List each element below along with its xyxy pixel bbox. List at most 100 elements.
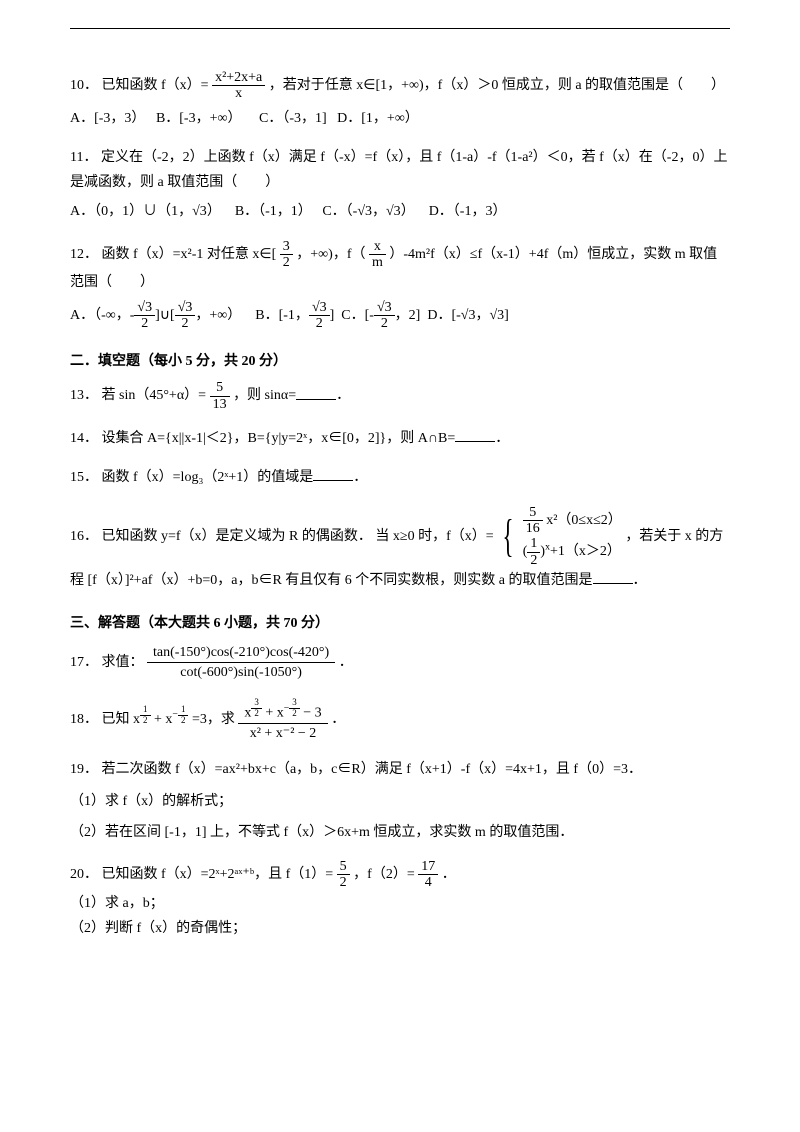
q14-blank [455, 428, 495, 442]
q10-frac-num: x²+2x+a [212, 70, 265, 86]
q15-number: 15． [70, 470, 98, 485]
q11-optC-mid: ， [372, 204, 386, 219]
q11-optC-s1: √3 [357, 204, 372, 219]
q13-tail: ． [336, 389, 350, 404]
q18-number: 18． [70, 712, 98, 727]
q11-number: 11． [70, 150, 97, 165]
q18-post: ． [331, 712, 345, 727]
q20-f2d: 4 [418, 875, 438, 890]
question-18: 18． 已知 x12 + x−12 =3，求 x32 + x−32 − 3 x²… [70, 696, 730, 743]
q20-f2n: 17 [418, 859, 438, 875]
q16-blank [593, 570, 633, 584]
q12-optC-pre: C．[- [341, 308, 374, 323]
q15-blank [313, 467, 353, 481]
q18-bn-tail: − 3 [300, 706, 322, 721]
q12-mid1: ，+∞)，f（ [296, 247, 365, 262]
q12-optA-f2n: √3 [175, 300, 196, 316]
q12-optA-pre: A．（-∞，- [70, 308, 134, 323]
q18-bignum: x32 + x−32 − 3 [238, 696, 327, 724]
question-16: 16． 已知函数 y=f（x）是定义域为 R 的偶函数． 当 x≥0 时，f（x… [70, 505, 730, 594]
q20-f2: 174 [418, 859, 438, 891]
q18-bn-re: 32 [289, 698, 300, 719]
q16-p2-fn: 1 [527, 536, 540, 552]
q12-optA-f2: √32 [175, 300, 196, 332]
q11-optD: D．（-1，3） [429, 204, 507, 219]
q12-optA-f1: √32 [134, 300, 155, 332]
q11-optC-s2: √3 [386, 204, 401, 219]
q12-optA-mid: ]∪[ [155, 308, 175, 323]
question-19: 19． 若二次函数 f（x）=ax²+bx+c（a，b，c∈R）满足 f（x+1… [70, 757, 730, 845]
q12-optB-fn: √3 [309, 300, 330, 316]
q18-bn-led: 2 [251, 709, 262, 719]
section-3-heading: 三、解答题（本大题共 6 小题，共 70 分） [70, 611, 730, 636]
q16-brace: { [503, 513, 514, 559]
q19-part2: （2）若在区间 [-1，1] 上，不等式 f（x）＞6x+m 恒成立，求实数 m… [70, 820, 730, 845]
q12-optA-post: ，+∞） [195, 308, 241, 323]
q18-t2ed: 2 [178, 716, 189, 726]
q18-bn-red: 2 [289, 709, 300, 719]
q12-optD-post: ] [504, 308, 509, 323]
q20-f1n: 5 [337, 859, 350, 875]
q13-post: ，则 sinα= [233, 389, 296, 404]
q12-options: A．（-∞，-√32]∪[√32，+∞） B．[-1，√32] C．[-√32，… [70, 300, 730, 332]
q13-number: 13． [70, 389, 98, 404]
q20-number: 20． [70, 867, 98, 882]
q12-optD-mid: ， [475, 308, 489, 323]
q16-p2-fd: 2 [527, 553, 540, 568]
q11-options: A．（0，1）∪（1，√3） B．（-1，1） C．（-√3，√3） D．（-1… [70, 199, 730, 224]
q17-post: ． [339, 655, 353, 670]
q12-optC-f: √32 [374, 300, 395, 332]
q16-number: 16． [70, 529, 98, 544]
q20-part1: （1）求 a，b； [70, 891, 730, 916]
q10-post: ，若对于任意 x∈[1，+∞)，f（x）＞0 恒成立，则 a 的取值范围是（ ） [269, 78, 725, 93]
q16-piece2: (12)x+1（x＞2） [523, 536, 622, 568]
q11-optA-pre: A．（0，1）∪（1， [70, 204, 192, 219]
q17-numr: tan(-150°)cos(-210°)cos(-420°) [147, 643, 335, 663]
q18-pre: 已知 [102, 712, 134, 727]
q16-p1-post: x²（0≤x≤2） [543, 513, 622, 528]
q13-fn: 5 [210, 380, 230, 396]
q10-optD: D．[1，+∞） [337, 111, 419, 126]
q16-piece1: 516 x²（0≤x≤2） [523, 505, 622, 537]
q10-options: A．[-3，3） B．[-3，+∞） C．（-3，1] D．[1，+∞） [70, 106, 730, 131]
q15-tail: ． [353, 470, 367, 485]
q13-pre: 若 sin（45°+α）= [102, 389, 207, 404]
q20-part2: （2）判断 f（x）的奇偶性； [70, 916, 730, 941]
q12-frac2: x m [369, 239, 386, 271]
q18-bigden: x² + x⁻² − 2 [238, 724, 327, 743]
q17-pre: 求值： [102, 655, 144, 670]
q16-p1-frac: 516 [523, 505, 543, 537]
question-10: 10． 已知函数 f（x）= x²+2x+a x ，若对于任意 x∈[1，+∞)… [70, 70, 730, 131]
q18-bigfrac: x32 + x−32 − 3 x² + x⁻² − 2 [238, 696, 327, 743]
q12-f2d: m [369, 255, 386, 270]
question-14: 14． 设集合 A={x||x-1|＜2}，B={y|y=2ˣ，x∈[0，2]}… [70, 426, 730, 451]
q19-number: 19． [70, 762, 98, 777]
question-11: 11． 定义在（-2，2）上函数 f（x）满足 f（-x）=f（x），且 f（1… [70, 145, 730, 225]
q11-optB: B．（-1，1） [235, 204, 312, 219]
q12-optB-fd: 2 [309, 316, 330, 331]
q18-t1e: 12 [140, 705, 151, 726]
q12-optA-f2d: 2 [175, 316, 196, 331]
q11-optC-post: ） [401, 204, 415, 219]
q10-optC: C．（-3，1] [259, 111, 327, 126]
q12-optA-f1d: 2 [134, 316, 155, 331]
q11-optA-post: ） [207, 204, 221, 219]
q20-f1: 52 [337, 859, 350, 891]
q10-optB: B．[-3，+∞） [156, 111, 242, 126]
q18-t1b: x [133, 712, 140, 727]
q10-fraction: x²+2x+a x [212, 70, 265, 102]
q11-stem: 定义在（-2，2）上函数 f（x）满足 f（-x）=f（x），且 f（1-a）-… [70, 150, 727, 190]
q17-denr: cot(-600°)sin(-1050°) [147, 663, 335, 682]
question-20: 20． 已知函数 f（x）=2ˣ+2ᵃˣ⁺ᵇ，且 f（1）= 52 ，f（2）=… [70, 859, 730, 941]
q12-optB-post: ] [330, 308, 335, 323]
q13-blank [296, 386, 336, 400]
q14-stem: 设集合 A={x||x-1|＜2}，B={y|y=2ˣ，x∈[0，2]}，则 A… [102, 431, 456, 446]
q18-mid: =3，求 [192, 712, 238, 727]
q12-optA-f1n: √3 [134, 300, 155, 316]
q20-pre: 已知函数 f（x）=2ˣ+2ᵃˣ⁺ᵇ，且 f（1）= [102, 867, 334, 882]
q15-stem: 函数 f（x）=log₃（2ˣ+1）的值域是 [102, 470, 314, 485]
q16-p1-fd: 16 [523, 521, 543, 536]
q17-number: 17． [70, 655, 98, 670]
q17-bigfrac: tan(-150°)cos(-210°)cos(-420°) cot(-600°… [147, 643, 335, 683]
q10-optA: A．[-3，3） [70, 111, 145, 126]
